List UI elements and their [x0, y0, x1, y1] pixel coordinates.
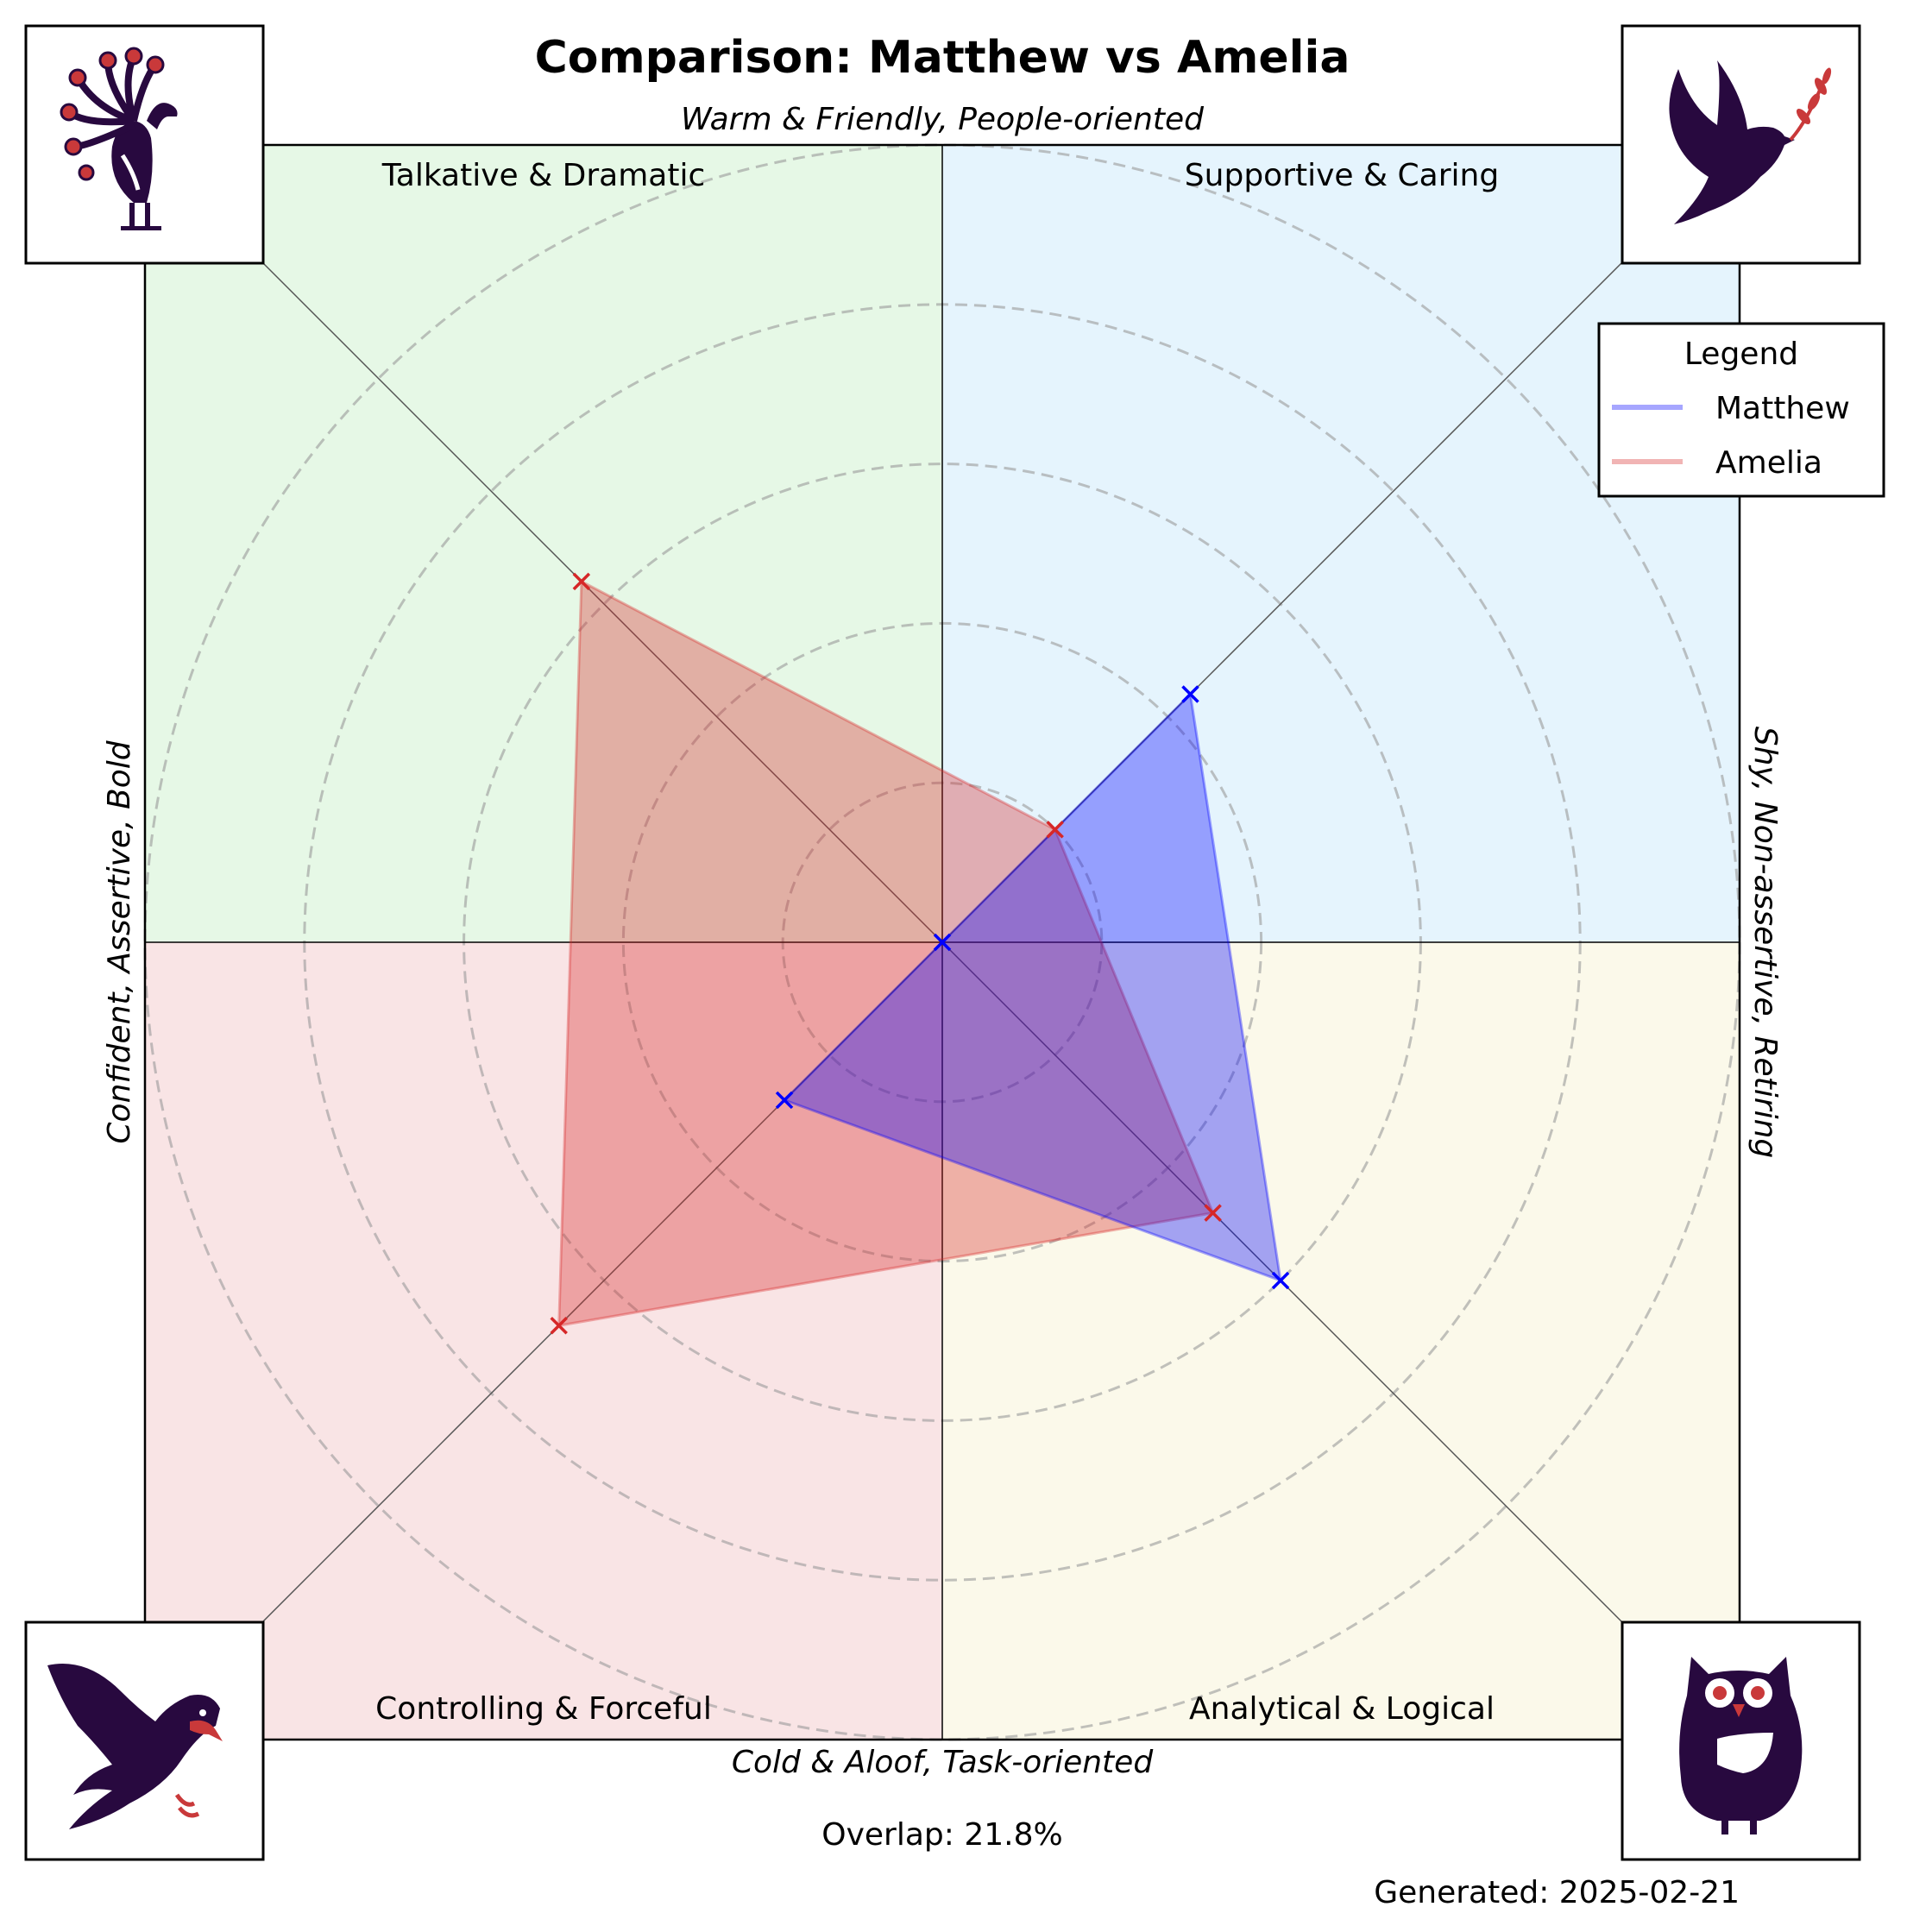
generated-date: Generated: 2025-02-21: [1374, 1875, 1740, 1910]
legend-box: [1597, 322, 1885, 498]
data-point-amelia-2: [572, 572, 591, 591]
legend-title: Legend: [1684, 337, 1798, 372]
spoke-4: [941, 941, 1740, 1740]
spoke-2: [145, 145, 943, 943]
spokes: [145, 145, 1740, 1740]
spoke-1: [941, 145, 1740, 943]
overlap-text: Overlap: 21.8%: [821, 1817, 1062, 1853]
data-point-matthew-3: [775, 1091, 794, 1110]
plot-frame: [143, 143, 1741, 1741]
data-point-matthew-4: [1271, 1271, 1290, 1290]
legend-label-amelia: Amelia: [1715, 445, 1822, 481]
peacock-icon: [24, 24, 265, 265]
axis-label-bottom: Cold & Aloof, Task-oriented: [732, 1745, 1155, 1780]
data-point-amelia-4: [1204, 1204, 1222, 1222]
quadrant-label-top-left: Talkative & Dramatic: [381, 158, 706, 193]
quadrant-label-top-right: Supportive & Caring: [1185, 158, 1499, 193]
axis-label-right: Shy, Non-assertive, Retiring: [1747, 727, 1783, 1159]
owl-icon: [1621, 1620, 1861, 1861]
legend-label-matthew: Matthew: [1715, 391, 1850, 426]
legend: Legend Matthew Amelia: [1597, 322, 1885, 498]
data-point-matthew-1: [1181, 685, 1199, 703]
quadrant-label-bottom-left: Controlling & Forceful: [375, 1691, 712, 1727]
data-point-amelia-3: [550, 1317, 568, 1335]
data-point-amelia-1: [1046, 821, 1064, 839]
eagle-icon: [24, 1620, 265, 1861]
spoke-3: [145, 941, 943, 1740]
series-layer: [550, 572, 1290, 1335]
chart-title: Comparison: Matthew vs Amelia: [535, 32, 1350, 84]
dove-icon: [1621, 24, 1861, 265]
axis-label-left: Confident, Assertive, Bold: [102, 739, 137, 1143]
data-point-matthew-2: [933, 933, 952, 952]
axis-label-top: Warm & Friendly, People-oriented: [681, 102, 1205, 137]
quadrant-label-bottom-right: Analytical & Logical: [1189, 1691, 1495, 1727]
